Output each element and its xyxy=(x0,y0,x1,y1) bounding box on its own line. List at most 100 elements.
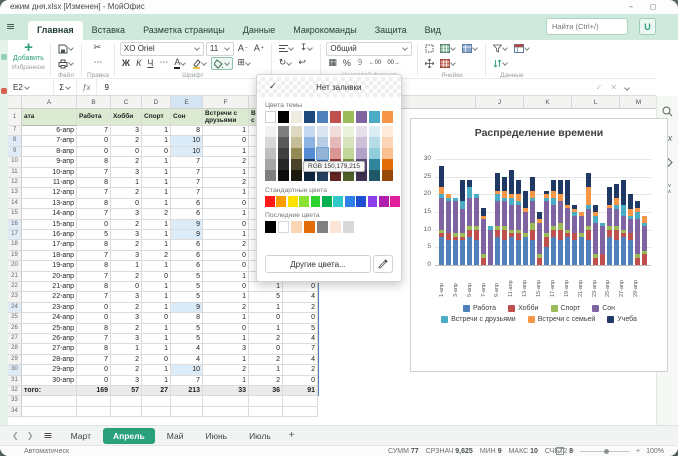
app-menu-icon[interactable]: ≡ xyxy=(6,20,16,33)
column-header-F[interactable]: F xyxy=(203,96,249,109)
cell-B13[interactable]: 7 xyxy=(77,188,111,199)
standard-color-swatch-4[interactable] xyxy=(310,196,321,207)
maximize-button[interactable]: ▢ xyxy=(649,3,657,11)
cell-E16[interactable]: 9 xyxy=(171,219,203,230)
cell-D18[interactable]: 1 xyxy=(142,240,171,251)
cell-C29[interactable]: 2 xyxy=(111,354,142,366)
cell-D28[interactable]: 1 xyxy=(142,344,171,355)
row-header-27[interactable]: 27 xyxy=(8,334,22,345)
column-header-E[interactable]: E xyxy=(171,96,203,109)
menu-tab-Разметка страницы[interactable]: Разметка страницы xyxy=(143,25,225,35)
recent-color-swatch-5[interactable] xyxy=(329,221,342,233)
recent-color-swatch-2[interactable] xyxy=(290,221,303,233)
cell-A17[interactable]: 16-апр xyxy=(22,230,77,241)
cell-E30[interactable]: 10 xyxy=(171,365,203,376)
cell-E11[interactable]: 7 xyxy=(171,167,203,178)
standard-color-swatch-6[interactable] xyxy=(333,196,344,207)
header-cell-A[interactable]: ата xyxy=(22,109,77,126)
column-header-D[interactable]: D xyxy=(142,96,171,109)
column-header-M[interactable]: M xyxy=(620,96,656,109)
cell-F21[interactable]: 1 xyxy=(203,271,249,282)
tint-swatch[interactable] xyxy=(265,126,277,137)
tint-swatch[interactable] xyxy=(355,126,368,137)
cell-H30[interactable]: 2 xyxy=(283,365,318,376)
row-header-19[interactable]: 19 xyxy=(8,250,22,262)
cell-D9[interactable]: 0 xyxy=(142,146,171,158)
cell-B17[interactable]: 5 xyxy=(77,230,111,241)
vertical-align-button[interactable]: ↧ xyxy=(298,42,316,55)
tint-swatch[interactable] xyxy=(303,137,316,148)
cell-A27[interactable]: 26-апр xyxy=(22,334,77,345)
cell-D20[interactable]: 1 xyxy=(142,261,171,272)
cell-G29[interactable]: 2 xyxy=(249,354,283,366)
row-header-31[interactable]: 31 xyxy=(8,375,22,386)
row-header-22[interactable]: 22 xyxy=(8,282,22,293)
cell-B20[interactable]: 8 xyxy=(77,261,111,272)
cell-C21[interactable]: 2 xyxy=(111,271,142,282)
cell-B8[interactable]: 0 xyxy=(77,136,111,147)
row-header-1[interactable]: 1 xyxy=(8,109,22,126)
cell-F28[interactable]: 3 xyxy=(203,344,249,355)
formula-value[interactable]: 9 xyxy=(104,82,109,92)
cell-C12[interactable]: 1 xyxy=(111,178,142,189)
more-edit-button[interactable]: ⋯ xyxy=(93,58,103,68)
cell-C34[interactable] xyxy=(111,406,142,418)
cell-D15[interactable]: 2 xyxy=(142,209,171,220)
confirm-icon[interactable]: ✓ xyxy=(595,82,603,92)
cell-G26[interactable]: 1 xyxy=(249,323,283,334)
cell-H31[interactable]: 0 xyxy=(283,375,318,386)
cell-F23[interactable]: 1 xyxy=(203,292,249,303)
cell-B25[interactable]: 0 xyxy=(77,313,111,324)
cell-C31[interactable]: 3 xyxy=(111,375,142,386)
cell-H22[interactable]: 0 xyxy=(283,282,318,293)
menu-tab-Главная[interactable]: Главная xyxy=(28,21,83,40)
standard-color-swatch-8[interactable] xyxy=(356,196,366,207)
cell-E21[interactable]: 5 xyxy=(171,271,203,282)
tint-swatch[interactable] xyxy=(381,126,394,137)
tint-swatch[interactable] xyxy=(368,170,381,181)
cell-A29[interactable]: 28-апр xyxy=(22,354,77,366)
cell-A12[interactable]: 11-апр xyxy=(22,178,77,189)
cell-F19[interactable]: 0 xyxy=(203,250,249,262)
cell-H24[interactable]: 2 xyxy=(283,302,318,314)
cell-A24[interactable]: 23-апр xyxy=(22,302,77,314)
cell-A20[interactable]: 19-апр xyxy=(22,261,77,272)
user-avatar[interactable]: U xyxy=(639,18,656,35)
row-header-12[interactable]: 12 xyxy=(8,178,22,189)
cell-D21[interactable]: 0 xyxy=(142,271,171,282)
cell-C16[interactable]: 2 xyxy=(111,219,142,230)
cell-E14[interactable]: 6 xyxy=(171,198,203,210)
tint-swatch[interactable] xyxy=(381,159,394,170)
search-icon[interactable] xyxy=(662,106,673,119)
cell-E24[interactable]: 9 xyxy=(171,302,203,314)
minimize-button[interactable]: – xyxy=(628,2,634,12)
checkbox-icon[interactable] xyxy=(555,447,564,455)
font-color-button[interactable]: A xyxy=(172,57,188,70)
cell-E31[interactable]: 7 xyxy=(171,375,203,386)
bold-button[interactable]: Ж xyxy=(121,58,131,68)
cell-C17[interactable]: 3 xyxy=(111,230,142,241)
cell-B14[interactable]: 8 xyxy=(77,198,111,210)
no-fill-option[interactable]: ✓ Нет заливки xyxy=(257,77,401,97)
cell-A10[interactable]: 9-апр xyxy=(22,157,77,168)
tint-swatch[interactable] xyxy=(381,148,394,159)
delete-cells-button[interactable] xyxy=(438,57,458,70)
sheet-tab-Июнь[interactable]: Июнь xyxy=(205,430,228,441)
font-size-select[interactable]: 11 xyxy=(205,41,234,56)
cell-B27[interactable]: 7 xyxy=(77,334,111,345)
cell-B18[interactable]: 8 xyxy=(77,240,111,251)
recent-color-swatch-3[interactable] xyxy=(303,221,316,233)
recent-color-swatch-4[interactable] xyxy=(316,221,329,233)
cell-C8[interactable]: 2 xyxy=(111,136,142,147)
align-button[interactable] xyxy=(277,42,296,55)
header-cell-B[interactable]: Работа xyxy=(77,109,111,126)
percent-button[interactable]: % xyxy=(342,58,351,68)
row-header-28[interactable]: 28 xyxy=(8,344,22,355)
tint-swatch[interactable] xyxy=(277,148,290,159)
borders-button[interactable]: ⊞ xyxy=(235,57,253,70)
cell-E29[interactable]: 4 xyxy=(171,354,203,366)
standard-color-swatch-3[interactable] xyxy=(299,196,309,207)
tint-swatch[interactable] xyxy=(265,148,277,159)
column-header-C[interactable]: C xyxy=(111,96,142,109)
strikethrough-button[interactable]: ⋯ xyxy=(159,58,169,68)
